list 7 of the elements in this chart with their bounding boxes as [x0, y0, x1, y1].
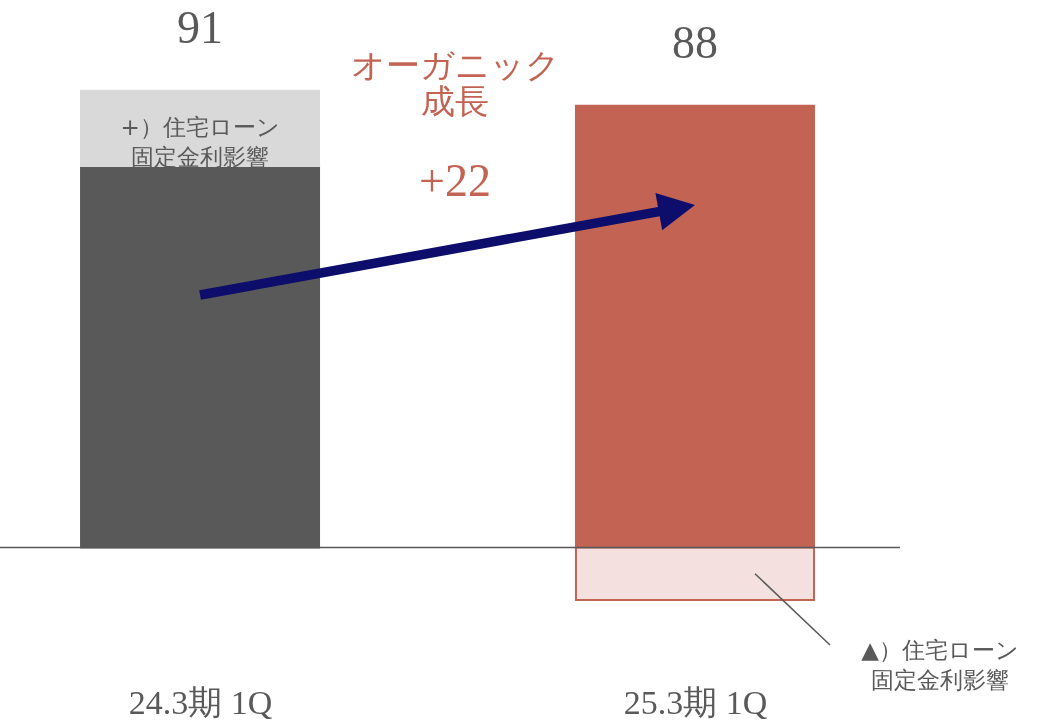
text: ▲）住宅ローン固定金利影響	[861, 637, 1019, 693]
data-label: 88	[671, 16, 718, 68]
x-tick-label: 24.3期 1Q	[128, 683, 273, 721]
annotation: +22	[419, 155, 491, 206]
total-label: 91	[177, 1, 224, 53]
annotation: オーガニック成長	[350, 47, 560, 120]
x-tick-label: 25.3期 1Q	[623, 683, 768, 721]
